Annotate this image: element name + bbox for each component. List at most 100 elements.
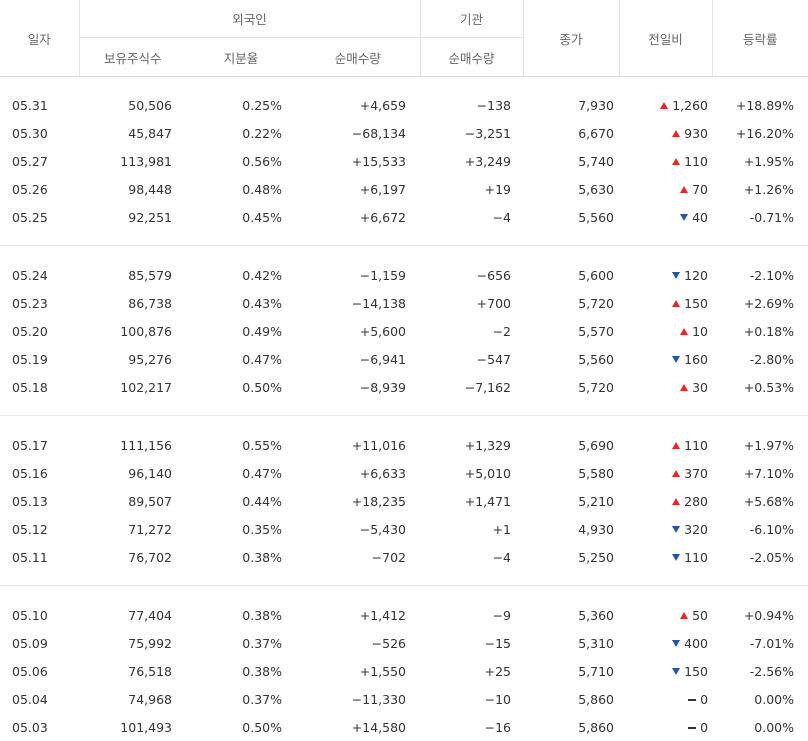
cell-foreign-net: −6,941 — [296, 345, 420, 373]
cell-date: 05.16 — [0, 459, 79, 487]
cell-date-value: 05.26 — [12, 182, 48, 197]
cell-institution-net-value: +1 — [493, 522, 511, 537]
cell-rate: -0.71% — [712, 203, 808, 231]
cell-holding: 45,847 — [79, 119, 186, 147]
cell-rate: 0.00% — [712, 713, 808, 741]
cell-ratio: 0.38% — [186, 657, 296, 685]
cell-ratio: 0.47% — [186, 345, 296, 373]
cell-institution-net: +1,471 — [420, 487, 523, 515]
cell-rate: +1.95% — [712, 147, 808, 175]
header-holding: 보유주식수 — [79, 38, 186, 77]
cell-date: 05.17 — [0, 431, 79, 459]
cell-ratio-value: 0.50% — [242, 380, 282, 395]
cell-ratio-value: 0.43% — [242, 296, 282, 311]
cell-date: 05.18 — [0, 373, 79, 401]
cell-foreign-net-value: +11,016 — [352, 438, 406, 453]
cell-rate-value: +2.69% — [744, 296, 794, 311]
cell-foreign-net: −5,430 — [296, 515, 420, 543]
cell-institution-net-value: −138 — [477, 98, 511, 113]
cell-institution-net: +5,010 — [420, 459, 523, 487]
cell-date: 05.19 — [0, 345, 79, 373]
cell-change: 160 — [619, 345, 712, 373]
cell-change-value: 70 — [692, 182, 708, 197]
cell-institution-net-value: +1,471 — [465, 494, 511, 509]
cell-holding-value: 111,156 — [120, 438, 172, 453]
cell-date-value: 05.12 — [12, 522, 48, 537]
cell-institution-net-value: −9 — [493, 608, 511, 623]
cell-close: 5,570 — [523, 317, 619, 345]
cell-foreign-net: +18,235 — [296, 487, 420, 515]
cell-close-value: 5,690 — [578, 438, 614, 453]
cell-close-value: 5,740 — [578, 154, 614, 169]
cell-close: 5,860 — [523, 713, 619, 741]
cell-institution-net: +700 — [420, 289, 523, 317]
cell-date: 05.23 — [0, 289, 79, 317]
cell-institution-net: +19 — [420, 175, 523, 203]
cell-close-value: 5,720 — [578, 296, 614, 311]
cell-change: 930 — [619, 119, 712, 147]
cell-ratio: 0.22% — [186, 119, 296, 147]
cell-rate-value: +7.10% — [744, 466, 794, 481]
cell-holding-value: 50,506 — [128, 98, 172, 113]
cell-institution-net: +25 — [420, 657, 523, 685]
cell-rate-value: -0.71% — [750, 210, 794, 225]
cell-holding-value: 100,876 — [120, 324, 172, 339]
cell-institution-net-value: +19 — [485, 182, 511, 197]
cell-rate: 0.00% — [712, 685, 808, 713]
cell-holding: 113,981 — [79, 147, 186, 175]
dash-icon — [688, 699, 696, 701]
cell-change: 320 — [619, 515, 712, 543]
cell-close-value: 5,250 — [578, 550, 614, 565]
cell-holding-value: 98,448 — [128, 182, 172, 197]
cell-close-value: 5,560 — [578, 210, 614, 225]
cell-change: 120 — [619, 261, 712, 289]
cell-rate-value: 0.00% — [754, 720, 794, 735]
cell-rate: +5.68% — [712, 487, 808, 515]
cell-change-value: 110 — [684, 154, 708, 169]
triangle-down-icon — [672, 356, 680, 363]
cell-foreign-net: +5,600 — [296, 317, 420, 345]
cell-close: 5,560 — [523, 203, 619, 231]
cell-change-value: 110 — [684, 438, 708, 453]
cell-date-value: 05.13 — [12, 494, 48, 509]
cell-date-value: 05.18 — [12, 380, 48, 395]
cell-foreign-net-value: −1,159 — [360, 268, 406, 283]
cell-change: 400 — [619, 629, 712, 657]
cell-close: 6,670 — [523, 119, 619, 147]
triangle-up-icon — [680, 612, 688, 619]
triangle-up-icon — [672, 158, 680, 165]
cell-ratio-value: 0.55% — [242, 438, 282, 453]
cell-holding-value: 86,738 — [128, 296, 172, 311]
cell-holding: 85,579 — [79, 261, 186, 289]
cell-change: 50 — [619, 601, 712, 629]
cell-date: 05.03 — [0, 713, 79, 741]
cell-rate-value: -2.05% — [750, 550, 794, 565]
cell-date: 05.26 — [0, 175, 79, 203]
cell-date: 05.27 — [0, 147, 79, 175]
cell-holding: 102,217 — [79, 373, 186, 401]
cell-date: 05.24 — [0, 261, 79, 289]
cell-change-value: 50 — [692, 608, 708, 623]
cell-foreign-net: −11,330 — [296, 685, 420, 713]
cell-date-value: 05.03 — [12, 720, 48, 735]
triangle-up-icon — [680, 328, 688, 335]
triangle-up-icon — [680, 186, 688, 193]
cell-rate: +0.53% — [712, 373, 808, 401]
cell-ratio: 0.50% — [186, 373, 296, 401]
cell-rate: -2.05% — [712, 543, 808, 571]
cell-holding: 96,140 — [79, 459, 186, 487]
cell-close-value: 5,560 — [578, 352, 614, 367]
cell-rate-value: -7.01% — [750, 636, 794, 651]
cell-ratio-value: 0.35% — [242, 522, 282, 537]
cell-change-value: 0 — [700, 692, 708, 707]
cell-rate: -2.10% — [712, 261, 808, 289]
cell-ratio: 0.56% — [186, 147, 296, 175]
cell-ratio: 0.49% — [186, 317, 296, 345]
cell-change: 40 — [619, 203, 712, 231]
cell-foreign-net: +6,672 — [296, 203, 420, 231]
